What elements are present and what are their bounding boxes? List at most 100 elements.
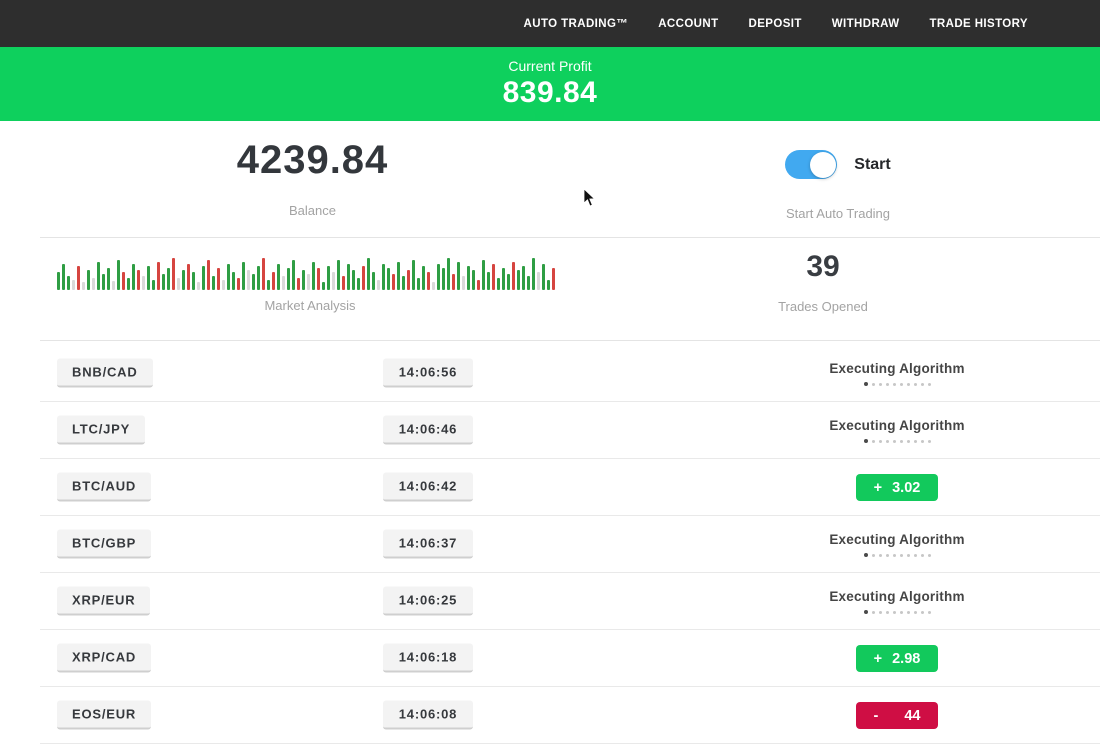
trade-row-bnb-cad: BNB/CAD 14:06:56 Executing Algorithm: [40, 345, 1100, 402]
executing-algorithm-label: Executing Algorithm: [829, 589, 965, 604]
trade-status: +3.02: [777, 459, 1017, 516]
time-button[interactable]: 14:06:37: [383, 529, 473, 559]
market-bar: [487, 272, 490, 290]
market-bar: [417, 278, 420, 290]
balance-label: Balance: [289, 203, 336, 218]
market-bar: [372, 272, 375, 290]
market-bar: [222, 280, 225, 290]
market-bar: [427, 272, 430, 290]
market-bar: [552, 268, 555, 290]
divider-middle: [40, 340, 1100, 341]
balance-block: 4239.84 Balance: [40, 138, 585, 218]
auto-trading-toggle[interactable]: [785, 150, 838, 179]
market-bar: [62, 264, 65, 290]
market-bar: [367, 258, 370, 290]
loss-badge: -44: [856, 702, 938, 729]
market-bar: [302, 270, 305, 290]
market-bar: [542, 264, 545, 290]
progress-dots: [863, 553, 931, 557]
market-bar: [122, 272, 125, 290]
market-bar: [342, 276, 345, 290]
market-bar: [277, 264, 280, 290]
market-bar: [322, 282, 325, 290]
market-bar: [352, 270, 355, 290]
market-bar: [317, 268, 320, 290]
nav-item-auto-trading[interactable]: AUTO TRADING™: [523, 17, 629, 30]
market-bar: [492, 264, 495, 290]
trade-row-btc-gbp: BTC/GBP 14:06:37 Executing Algorithm: [40, 516, 1100, 573]
market-bar: [517, 270, 520, 290]
market-bar: [262, 258, 265, 290]
market-bar: [467, 266, 470, 290]
market-bar: [92, 278, 95, 290]
market-bar: [72, 280, 75, 290]
market-bar: [407, 270, 410, 290]
market-bar: [482, 260, 485, 290]
time-button[interactable]: 14:06:25: [383, 586, 473, 616]
market-bar: [252, 274, 255, 290]
market-bar: [347, 264, 350, 290]
market-bar: [507, 274, 510, 290]
executing-algorithm-label: Executing Algorithm: [829, 361, 965, 376]
trade-row-ltc-jpy: LTC/JPY 14:06:46 Executing Algorithm: [40, 402, 1100, 459]
market-bar: [502, 268, 505, 290]
market-bar: [397, 262, 400, 290]
trade-row-xrp-eur: XRP/EUR 14:06:25 Executing Algorithm: [40, 573, 1100, 630]
market-bar: [242, 262, 245, 290]
market-bar: [297, 278, 300, 290]
market-bar: [387, 268, 390, 290]
market-bar: [217, 268, 220, 290]
pair-button[interactable]: BNB/CAD: [57, 358, 153, 388]
market-bar: [477, 280, 480, 290]
trade-status: Executing Algorithm: [777, 402, 1017, 459]
pair-button[interactable]: BTC/GBP: [57, 529, 152, 559]
market-bar: [472, 270, 475, 290]
market-bar: [392, 274, 395, 290]
market-bar: [97, 262, 100, 290]
nav-item-deposit[interactable]: DEPOSIT: [748, 17, 802, 30]
market-bar: [212, 276, 215, 290]
market-bar: [402, 276, 405, 290]
trade-status: Executing Algorithm: [777, 516, 1017, 573]
time-button[interactable]: 14:06:08: [383, 700, 473, 730]
market-bar: [247, 270, 250, 290]
market-bar: [157, 262, 160, 290]
time-button[interactable]: 14:06:46: [383, 415, 473, 445]
balance-value: 4239.84: [236, 138, 389, 182]
market-bar: [442, 268, 445, 290]
nav-item-account[interactable]: ACCOUNT: [658, 17, 719, 30]
pair-button[interactable]: XRP/EUR: [57, 586, 151, 616]
nav-item-withdraw[interactable]: WITHDRAW: [831, 17, 900, 30]
market-bar: [497, 278, 500, 290]
profit-badge: +3.02: [856, 474, 938, 501]
market-bar: [532, 258, 535, 290]
time-button[interactable]: 14:06:18: [383, 643, 473, 673]
market-bar: [207, 260, 210, 290]
trades-opened-label: Trades Opened: [778, 299, 868, 314]
time-button[interactable]: 14:06:56: [383, 358, 473, 388]
trade-status: Executing Algorithm: [777, 345, 1017, 402]
market-bar: [257, 266, 260, 290]
progress-dots: [863, 610, 931, 614]
market-bar: [167, 268, 170, 290]
market-bar: [197, 282, 200, 290]
market-bar: [147, 266, 150, 290]
market-bar: [527, 276, 530, 290]
market-bar: [412, 260, 415, 290]
nav-item-trade-history[interactable]: TRADE HISTORY: [929, 17, 1028, 30]
start-auto-trading-label: Start Auto Trading: [785, 206, 891, 221]
market-bar: [57, 272, 60, 290]
market-bar: [87, 270, 90, 290]
pair-button[interactable]: LTC/JPY: [57, 415, 146, 445]
market-bar: [232, 272, 235, 290]
market-bar: [107, 268, 110, 290]
market-bar: [272, 272, 275, 290]
market-analysis-chart: [57, 256, 577, 290]
market-bar: [327, 266, 330, 290]
market-bar: [332, 272, 335, 290]
pair-button[interactable]: EOS/EUR: [57, 700, 152, 730]
time-button[interactable]: 14:06:42: [383, 472, 473, 502]
pair-button[interactable]: BTC/AUD: [57, 472, 152, 502]
trades-opened-value: 39: [806, 250, 840, 283]
pair-button[interactable]: XRP/CAD: [57, 643, 152, 673]
